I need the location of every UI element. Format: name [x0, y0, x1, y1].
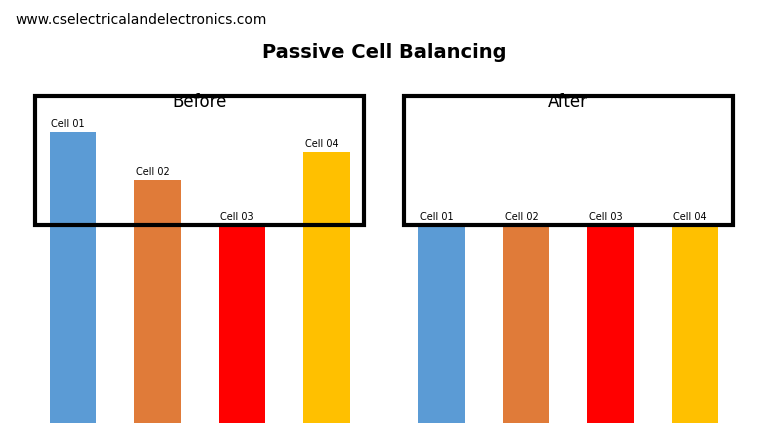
Text: Cell 02: Cell 02: [505, 212, 538, 222]
Text: Cell 04: Cell 04: [674, 212, 707, 222]
Bar: [503, 225, 549, 423]
Bar: [404, 96, 733, 225]
Bar: [672, 225, 718, 423]
Bar: [303, 152, 349, 423]
Text: After: After: [548, 92, 588, 111]
Text: www.cselectricalandelectronics.com: www.cselectricalandelectronics.com: [15, 13, 266, 27]
Text: Passive Cell Balancing: Passive Cell Balancing: [262, 43, 506, 62]
Text: Cell 04: Cell 04: [305, 139, 339, 149]
Bar: [50, 132, 96, 423]
Text: Cell 01: Cell 01: [420, 212, 454, 222]
Text: Cell 03: Cell 03: [589, 212, 623, 222]
Bar: [35, 96, 364, 225]
Bar: [219, 225, 265, 423]
Text: Before: Before: [173, 92, 227, 111]
Bar: [419, 225, 465, 423]
Bar: [134, 180, 180, 423]
Text: Cell 01: Cell 01: [51, 119, 85, 129]
Text: Cell 03: Cell 03: [220, 212, 254, 222]
Bar: [588, 225, 634, 423]
Text: Cell 02: Cell 02: [136, 167, 170, 177]
